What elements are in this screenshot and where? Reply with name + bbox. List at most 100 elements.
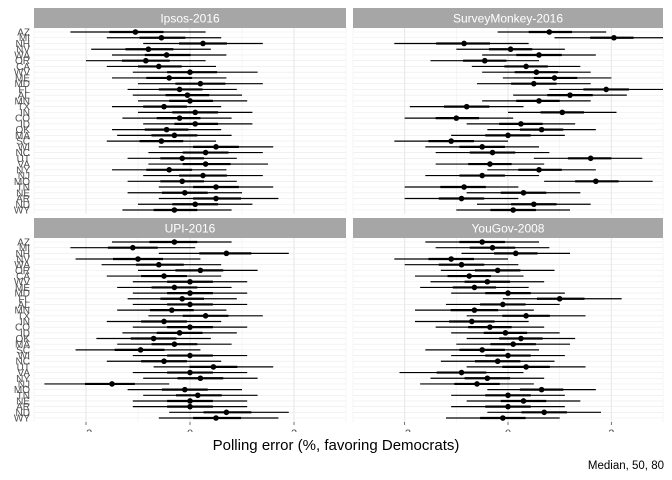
y-tick-label: ND <box>16 200 30 211</box>
y-tick-label: CA <box>16 272 30 283</box>
median-point <box>187 352 193 359</box>
y-tick-label: WI <box>18 351 30 362</box>
y-tick-label: MN <box>14 306 30 317</box>
median-point <box>171 207 178 213</box>
median-point <box>466 273 473 279</box>
chart-canvas: Ipsos-2016AZMINHNVWAORCAWVMEMDFLALMNTXIN… <box>14 8 664 440</box>
median-point <box>202 149 209 156</box>
median-point <box>551 75 558 81</box>
median-point <box>500 415 506 421</box>
median-point <box>474 381 480 387</box>
y-tick-label: MO <box>14 385 30 396</box>
median-point <box>484 278 491 285</box>
y-tick-label: CO <box>15 114 30 125</box>
median-point <box>458 195 465 202</box>
median-point <box>494 358 501 365</box>
median-point <box>192 201 198 208</box>
median-point <box>137 347 144 353</box>
median-point <box>187 278 193 285</box>
median-point <box>179 178 185 185</box>
median-point <box>531 201 537 208</box>
median-point <box>471 284 478 291</box>
y-tick-label: CO <box>15 323 30 334</box>
facet-title: YouGov-2008 <box>472 222 545 236</box>
median-point <box>487 161 493 167</box>
y-tick-label: MN <box>14 96 30 107</box>
y-tick-label: WI <box>18 142 30 153</box>
y-tick-label: CA <box>16 62 30 73</box>
median-point <box>523 364 529 370</box>
median-point <box>192 121 198 127</box>
median-point <box>187 290 193 296</box>
median-point <box>223 409 230 416</box>
median-point <box>520 398 527 404</box>
y-tick-label: MD <box>14 79 30 90</box>
median-point <box>182 189 188 196</box>
median-point <box>163 52 170 58</box>
y-tick-label: IN <box>20 108 30 119</box>
x-tick-label: 2 <box>608 428 614 432</box>
median-point <box>158 138 165 144</box>
y-tick-label: FL <box>18 85 30 96</box>
y-tick-label: MD <box>14 289 30 300</box>
y-tick-label: AR <box>16 194 30 205</box>
median-point <box>518 335 524 342</box>
median-point <box>512 250 519 257</box>
median-point <box>533 69 540 75</box>
median-point <box>538 386 545 393</box>
y-tick-label: WV <box>14 68 30 79</box>
y-tick-label: AZ <box>17 238 30 249</box>
median-point <box>179 295 185 302</box>
median-point <box>510 341 516 347</box>
median-point <box>523 313 529 319</box>
chart-caption: Median, 50, 80 <box>587 460 664 472</box>
median-point <box>505 290 511 296</box>
y-tick-label: NV <box>16 255 30 266</box>
median-point <box>593 178 599 185</box>
y-tick-label: TN <box>17 183 30 194</box>
median-point <box>143 57 149 64</box>
median-point <box>184 92 191 98</box>
median-point <box>166 75 172 81</box>
y-tick-label: ND <box>16 408 30 419</box>
median-point <box>461 184 467 190</box>
y-tick-label: AL <box>18 91 31 102</box>
median-point <box>546 29 553 35</box>
y-tick-label: AR <box>16 402 30 413</box>
median-point <box>502 330 509 336</box>
median-point <box>197 375 204 382</box>
x-tick-label: 0 <box>505 428 511 432</box>
median-point <box>187 69 193 75</box>
median-point <box>484 375 491 382</box>
y-tick-label: UT <box>17 154 30 165</box>
y-tick-label: WY <box>14 414 30 425</box>
y-tick-label: AL <box>18 300 31 311</box>
y-tick-label: NC <box>16 148 30 159</box>
y-tick-label: NH <box>16 39 30 50</box>
median-point <box>187 301 193 308</box>
y-tick-label: TX <box>17 311 30 322</box>
median-point <box>587 155 594 162</box>
median-point <box>505 132 511 139</box>
median-point <box>163 126 170 133</box>
y-tick-label: NV <box>16 45 30 56</box>
median-point <box>187 398 193 404</box>
median-point <box>192 109 198 116</box>
y-tick-label: FL <box>18 294 30 305</box>
x-tick-label: 0 <box>187 428 193 432</box>
median-point <box>161 358 167 365</box>
median-point <box>171 132 178 139</box>
median-point <box>161 318 167 325</box>
facet-title: UPI-2016 <box>165 222 216 236</box>
median-point <box>453 115 460 121</box>
y-tick-label: MO <box>14 177 30 188</box>
median-point <box>156 63 162 70</box>
x-tick-label: −2 <box>398 428 411 432</box>
median-point <box>176 86 183 93</box>
median-point <box>171 239 178 245</box>
median-point <box>202 161 209 167</box>
median-point <box>176 115 183 121</box>
median-point <box>518 121 524 127</box>
median-point <box>489 244 496 251</box>
